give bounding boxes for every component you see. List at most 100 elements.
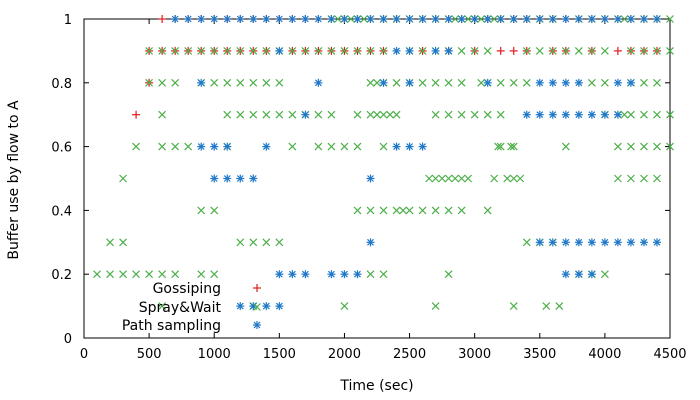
legend-label-path-sampling: Path sampling (122, 318, 221, 334)
path-sampling-point (561, 270, 570, 279)
spray-wait-point (392, 206, 401, 215)
spray-wait-point (653, 46, 661, 55)
gossiping-point (132, 110, 141, 119)
path-sampling-point (535, 15, 544, 23)
spray-wait-point (444, 206, 453, 215)
spray-wait-point (535, 46, 544, 55)
spray-wait-point (425, 174, 434, 183)
legend-label-gossiping: Gossiping (153, 281, 221, 297)
path-sampling-point (561, 78, 570, 87)
path-sampling-point (223, 142, 232, 151)
path-sampling-point (262, 142, 271, 151)
path-sampling-point (197, 142, 206, 151)
spray-wait-point (314, 142, 323, 151)
legend-marker-path-sampling (253, 321, 261, 329)
spray-wait-point (366, 206, 375, 215)
spray-wait-point (640, 174, 648, 183)
spray-wait-point (399, 206, 407, 215)
spray-wait-point (158, 78, 167, 87)
path-sampling-point (626, 15, 635, 23)
spray-wait-point (509, 302, 518, 311)
spray-wait-point (516, 174, 525, 183)
spray-wait-point (457, 174, 466, 183)
path-sampling-point (379, 15, 388, 23)
spray-wait-point (418, 78, 427, 87)
spray-wait-point (171, 46, 180, 55)
spray-wait-point (262, 46, 271, 55)
spray-wait-point (620, 110, 629, 119)
path-sampling-point (223, 174, 232, 183)
path-sampling-point (561, 238, 570, 247)
spray-wait-point (496, 142, 505, 151)
spray-wait-point (288, 142, 297, 151)
spray-wait-point (119, 238, 127, 247)
spray-wait-point (587, 46, 596, 55)
spray-wait-point (132, 270, 141, 279)
spray-wait-point (405, 206, 414, 215)
spray-wait-point (93, 270, 101, 279)
path-sampling-point (210, 174, 219, 183)
path-sampling-point (379, 78, 388, 87)
path-sampling-point (275, 15, 284, 23)
path-sampling-point (626, 238, 635, 247)
path-sampling-point (613, 238, 622, 247)
path-sampling-point (262, 302, 271, 311)
path-sampling-point (652, 15, 661, 23)
path-sampling-point (314, 15, 323, 23)
spray-wait-point (262, 78, 271, 87)
path-sampling-point (587, 110, 596, 119)
spray-wait-point (627, 46, 635, 55)
spray-wait-point (666, 110, 674, 119)
spray-wait-point (494, 142, 503, 151)
legend-label-spray-wait: Spray&Wait (139, 300, 222, 316)
path-sampling-point (613, 110, 622, 119)
spray-wait-point (366, 270, 375, 279)
path-sampling-point (548, 78, 557, 87)
path-sampling-point (301, 270, 310, 279)
path-sampling-point (353, 15, 362, 23)
spray-wait-point (366, 78, 375, 87)
spray-wait-point (613, 174, 622, 183)
spray-wait-point (275, 238, 284, 247)
spray-wait-point (431, 110, 440, 119)
path-sampling-point (639, 15, 648, 23)
y-tick-label: 0.8 (51, 77, 72, 92)
spray-wait-point (327, 142, 336, 151)
x-tick-label: 2500 (393, 347, 426, 362)
spray-wait-point (444, 174, 453, 183)
spray-wait-point (171, 270, 180, 279)
spray-wait-point (373, 110, 381, 119)
spray-wait-point (542, 302, 551, 311)
spray-wait-point (620, 15, 629, 23)
path-sampling-point (340, 15, 349, 23)
path-sampling-point (535, 78, 544, 87)
path-sampling-point (275, 46, 284, 55)
spray-wait-point (275, 78, 284, 87)
spray-wait-point (314, 46, 323, 55)
path-sampling-point (652, 238, 661, 247)
spray-wait-point (653, 78, 661, 87)
spray-wait-point (158, 302, 167, 311)
path-sampling-point (548, 238, 557, 247)
path-sampling-point (327, 15, 336, 23)
spray-wait-point (106, 270, 114, 279)
path-sampling-point (574, 238, 583, 247)
spray-wait-point (171, 142, 180, 151)
path-sampling-point (574, 78, 583, 87)
spray-wait-point (353, 110, 362, 119)
spray-wait-point (236, 238, 245, 247)
spray-wait-point (507, 142, 516, 151)
x-tick-label: 3000 (458, 347, 491, 362)
spray-wait-point (119, 270, 127, 279)
spray-wait-point (275, 110, 284, 119)
path-sampling-point (262, 15, 271, 23)
spray-wait-point (347, 15, 355, 23)
spray-wait-point (444, 270, 453, 279)
spray-wait-point (373, 78, 381, 87)
spray-wait-point (236, 110, 245, 119)
spray-wait-point (522, 46, 531, 55)
spray-wait-point (627, 142, 635, 151)
path-sampling-point (405, 78, 414, 87)
path-sampling-point (613, 78, 622, 87)
path-sampling-point (236, 302, 245, 311)
